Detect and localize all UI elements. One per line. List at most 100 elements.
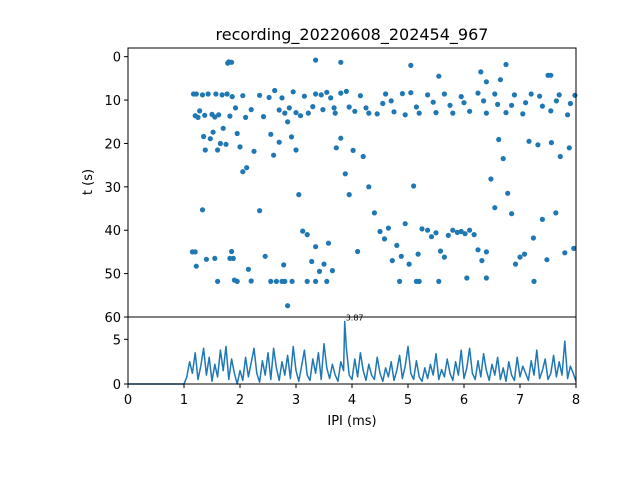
y-tick-label: 40 — [104, 224, 121, 239]
scatter-point — [425, 227, 431, 233]
scatter-point — [467, 227, 473, 233]
scatter-point — [301, 93, 307, 99]
scatter-point — [483, 249, 489, 255]
scatter-point — [464, 275, 470, 281]
scatter-point — [366, 184, 372, 190]
scatter-point — [467, 108, 473, 114]
scatter-point — [458, 228, 464, 235]
scatter-point — [475, 247, 481, 253]
raster-y-axis: 0 10 20 30 40 50 60 — [104, 51, 128, 326]
scatter-point — [244, 165, 250, 171]
scatter-point — [523, 100, 529, 106]
scatter-point — [342, 171, 348, 177]
scatter-point — [548, 72, 554, 78]
scatter-point — [193, 91, 199, 97]
scatter-point — [511, 92, 517, 98]
scatter-point — [512, 261, 519, 267]
scatter-point — [243, 114, 249, 120]
scatter-point — [503, 61, 509, 68]
scatter-point — [288, 134, 295, 140]
histogram-background — [128, 317, 576, 384]
scatter-point — [530, 235, 537, 241]
scatter-point — [539, 216, 546, 222]
scatter-point — [240, 169, 246, 175]
scatter-point — [548, 108, 554, 114]
raster-y-axis-label: t (s) — [81, 169, 96, 195]
scatter-point — [316, 268, 323, 274]
scatter-point — [450, 110, 456, 116]
scatter-point — [416, 110, 422, 116]
scatter-point — [300, 228, 306, 234]
histogram-x-axis: 0 1 2 3 4 5 6 7 8 — [124, 384, 580, 408]
scatter-point — [500, 156, 506, 162]
scatter-point — [338, 59, 344, 65]
scatter-point — [346, 192, 352, 198]
scatter-point — [411, 183, 417, 189]
scatter-point — [273, 278, 279, 284]
scatter-point — [458, 94, 464, 100]
scatter-point — [320, 107, 326, 113]
scatter-point — [537, 93, 543, 99]
scatter-point — [495, 101, 501, 107]
scatter-point — [441, 91, 447, 97]
scatter-point — [227, 113, 233, 119]
x-tick-label: 8 — [572, 393, 580, 408]
scatter-point — [521, 251, 528, 257]
scatter-point — [272, 87, 278, 94]
scatter-point — [394, 242, 400, 248]
scatter-point — [328, 95, 334, 101]
scatter-point — [497, 77, 503, 83]
scatter-point — [366, 110, 372, 116]
scatter-point — [478, 69, 484, 75]
scatter-point — [413, 104, 419, 110]
scatter-point — [232, 105, 239, 111]
scatter-point — [454, 229, 460, 235]
scatter-point — [309, 258, 315, 265]
scatter-point — [325, 240, 332, 246]
scatter-point — [408, 90, 414, 96]
scatter-point — [331, 105, 337, 111]
scatter-point — [433, 110, 439, 116]
scatter-point — [286, 105, 292, 111]
scatter-point — [492, 205, 498, 211]
scatter-point — [402, 112, 408, 118]
scatter-point — [419, 226, 425, 232]
scatter-point — [251, 148, 257, 154]
scatter-point — [289, 278, 295, 284]
scatter-point — [207, 136, 213, 142]
y-tick-label: 60 — [104, 311, 121, 326]
scatter-point — [229, 59, 235, 65]
scatter-point — [548, 140, 555, 146]
scatter-point — [230, 255, 236, 261]
peak-annotation: 3.87 — [346, 314, 364, 323]
scatter-point — [483, 110, 489, 116]
scatter-point — [483, 79, 489, 85]
scatter-point — [318, 92, 324, 98]
scatter-point — [377, 228, 383, 235]
scatter-point — [433, 230, 439, 236]
scatter-point — [391, 109, 397, 115]
scatter-point — [461, 100, 467, 106]
scatter-point — [313, 57, 319, 63]
scatter-point — [234, 130, 240, 137]
scatter-point — [213, 91, 219, 97]
scatter-point — [436, 73, 442, 79]
scatter-point — [567, 100, 574, 107]
scatter-point — [297, 113, 304, 119]
raster-points — [189, 57, 578, 309]
scatter-point — [282, 278, 288, 284]
scatter-point — [544, 257, 550, 263]
x-tick-label: 0 — [124, 393, 132, 408]
scatter-point — [293, 110, 299, 116]
scatter-point — [220, 125, 226, 131]
scatter-point — [282, 110, 288, 116]
y-tick-label: 5 — [113, 333, 121, 348]
scatter-point — [313, 91, 319, 97]
scatter-point — [219, 92, 225, 98]
scatter-point — [321, 261, 327, 267]
scatter-point — [475, 90, 481, 96]
scatter-point — [360, 153, 366, 160]
scatter-point — [350, 147, 356, 153]
scatter-point — [557, 153, 563, 160]
